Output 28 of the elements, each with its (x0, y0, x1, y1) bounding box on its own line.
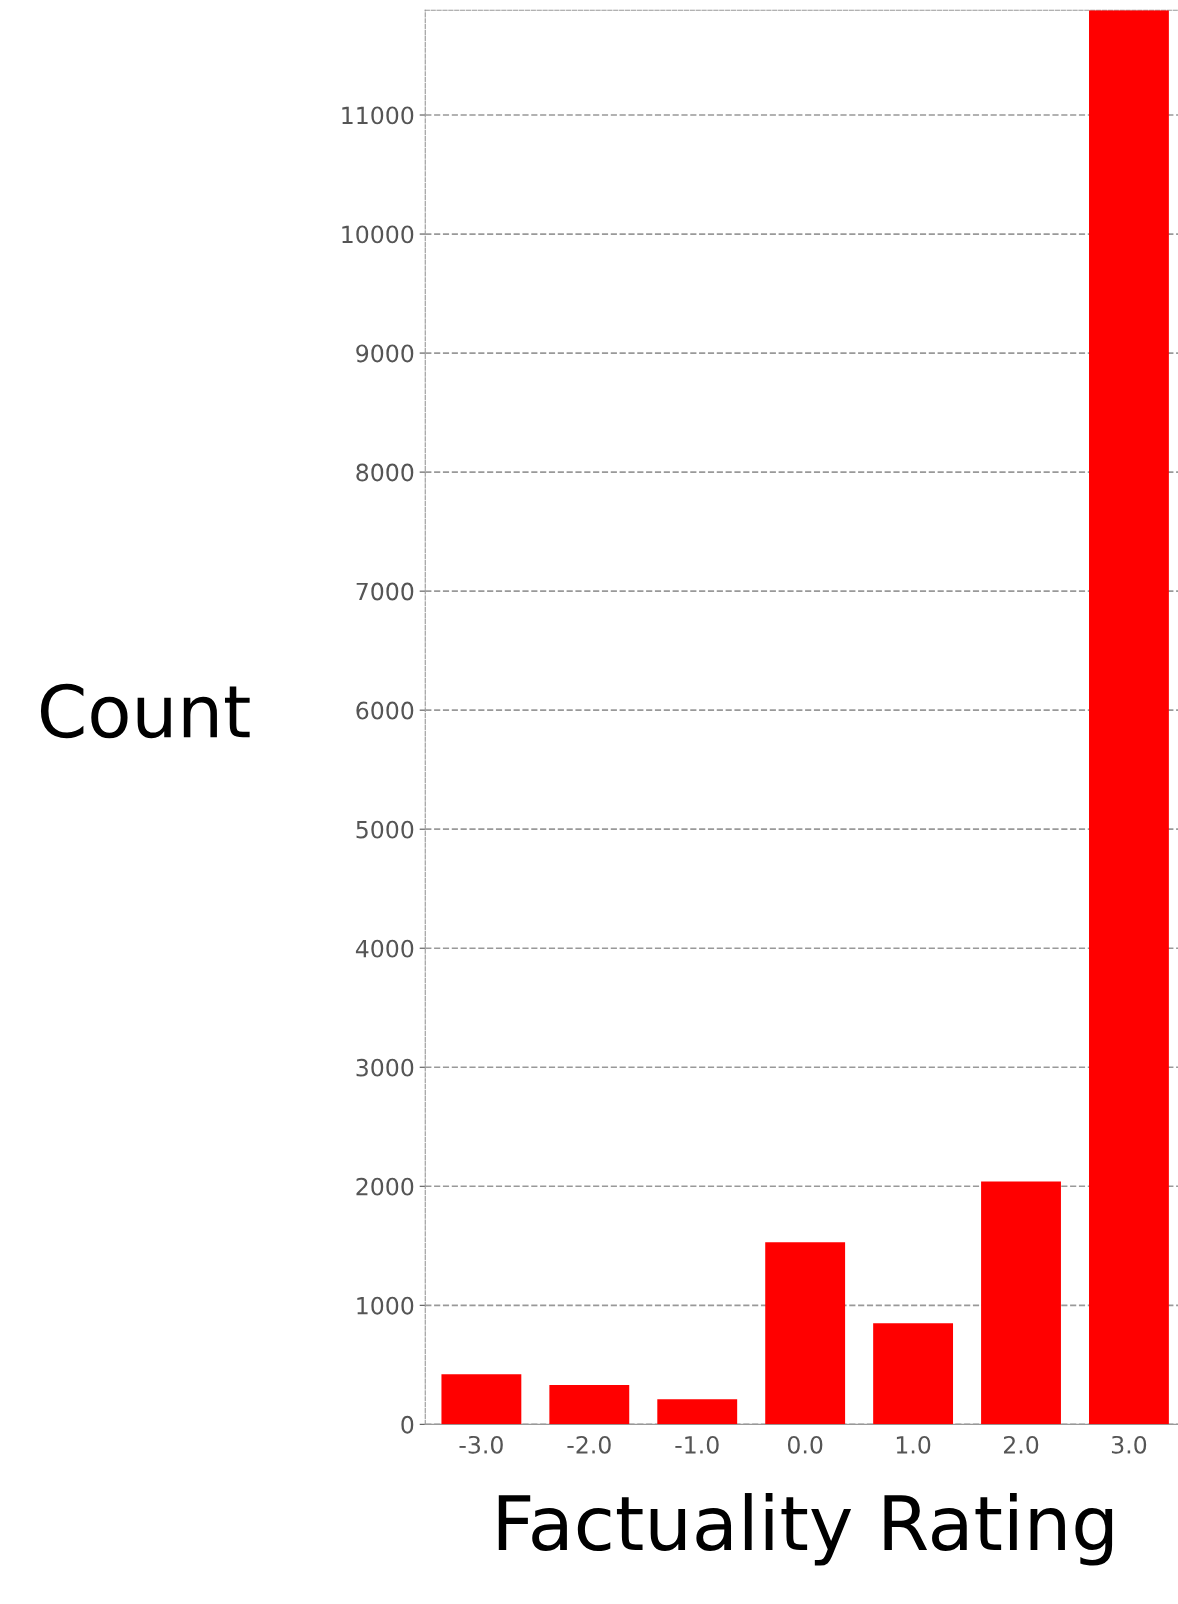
y-tick-label: 10000 (342, 225, 414, 244)
x-axis-title: Factuality Rating (498, 1493, 1113, 1566)
y-tick-label: 9000 (356, 344, 414, 363)
y-tick-label: 8000 (356, 463, 414, 482)
y-tick-label: 11000 (342, 106, 414, 125)
bar (765, 1242, 846, 1425)
x-tick-label: -2.0 (567, 1435, 611, 1454)
bar (441, 1374, 522, 1425)
y-axis-title: Count (40, 683, 250, 739)
bar (873, 1323, 954, 1425)
x-tick-label: 0.0 (787, 1435, 823, 1454)
x-tick-label: -3.0 (459, 1435, 503, 1454)
x-tick-label: 1.0 (896, 1435, 931, 1454)
x-tick-label: 3.0 (1111, 1435, 1147, 1454)
bar (549, 1385, 630, 1425)
y-tick-label: 3000 (356, 1058, 414, 1077)
x-tick-label: 2.0 (1003, 1435, 1039, 1454)
bar (981, 1181, 1061, 1425)
y-tick-label: 4000 (355, 939, 414, 958)
bar (657, 1399, 738, 1425)
y-tick-label: 2000 (356, 1177, 414, 1196)
y-tick-label: 6000 (356, 701, 414, 720)
y-tick-label: 1000 (357, 1296, 414, 1315)
bar (1089, 10, 1169, 1425)
y-tick-label: 0 (401, 1415, 414, 1434)
y-tick-label: 5000 (356, 820, 414, 839)
y-tick-label: 7000 (356, 582, 414, 601)
x-tick-label: -1.0 (675, 1435, 719, 1454)
